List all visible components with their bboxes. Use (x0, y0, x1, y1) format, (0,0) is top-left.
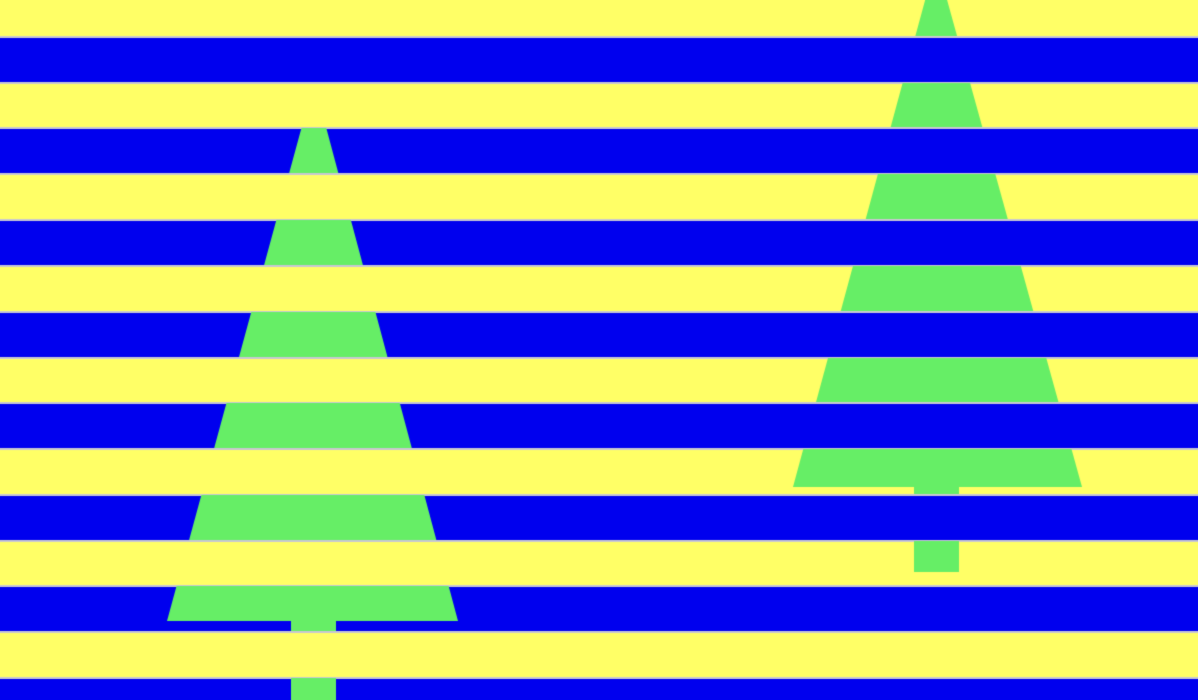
illusion-figure: Munker-White stripe illusion (0, 0, 1198, 700)
striped-illusion-canvas (0, 0, 1198, 700)
